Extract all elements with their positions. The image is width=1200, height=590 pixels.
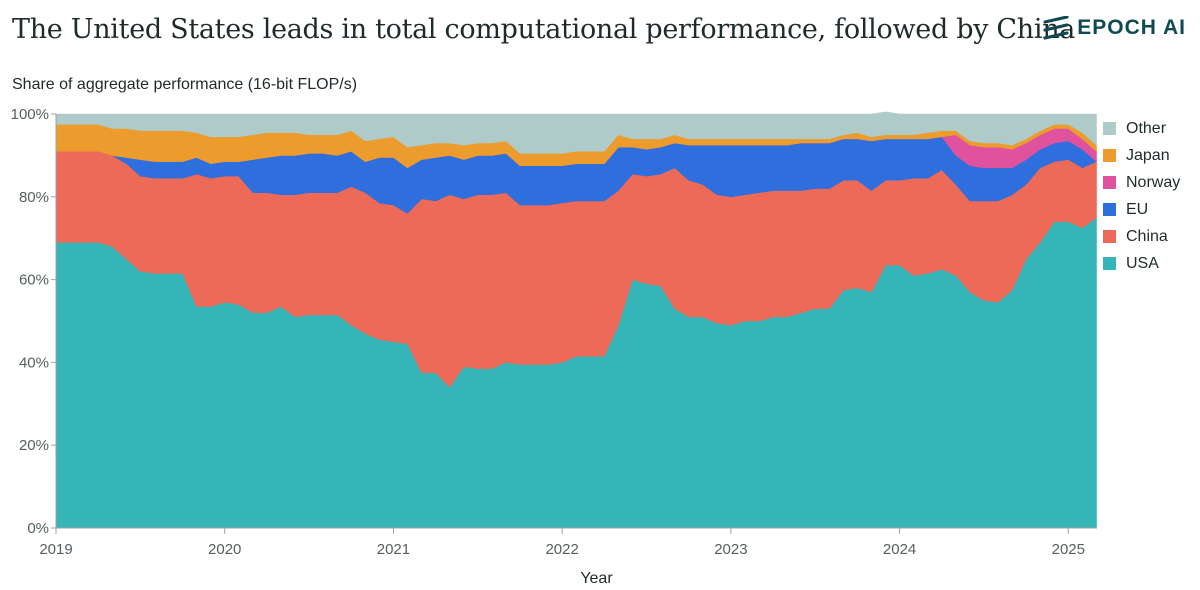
x-axis-title: Year <box>580 570 613 587</box>
area-other <box>55 111 1097 154</box>
x-tick-label: 2023 <box>714 541 747 558</box>
x-tick-label: 2020 <box>208 541 241 558</box>
legend-item-eu: EU <box>1103 196 1180 223</box>
legend-swatch-japan <box>1103 149 1116 162</box>
legend-swatch-norway <box>1103 176 1116 189</box>
legend-label-china: China <box>1126 227 1168 245</box>
x-tick-label: 2022 <box>545 541 578 558</box>
legend-swatch-china <box>1103 230 1116 243</box>
y-tick-label: 60% <box>19 272 49 289</box>
legend-swatch-eu <box>1103 203 1116 216</box>
y-tick-label: 100% <box>11 106 49 123</box>
x-tick-label: 2021 <box>377 541 410 558</box>
legend-label-other: Other <box>1126 119 1167 137</box>
epoch-logo-icon <box>1043 16 1069 40</box>
brand-name: EPOCH AI <box>1077 16 1186 39</box>
legend-item-usa: USA <box>1103 250 1180 277</box>
area-layers <box>55 111 1098 529</box>
legend-label-eu: EU <box>1126 200 1149 218</box>
legend-item-norway: Norway <box>1103 169 1180 196</box>
y-axis-label: Share of aggregate performance (16-bit F… <box>12 76 358 93</box>
x-tick-label: 2019 <box>39 541 72 558</box>
x-tick-label: 2024 <box>883 541 916 558</box>
legend-swatch-other <box>1103 122 1116 135</box>
epoch-ai-logo: EPOCH AI <box>1043 16 1186 40</box>
y-tick-label: 20% <box>19 437 49 454</box>
y-tick-label: 40% <box>19 354 49 371</box>
chart-title: The United States leads in total computa… <box>12 14 1076 45</box>
legend: Other Japan Norway EU China USA <box>1103 115 1180 277</box>
legend-label-japan: Japan <box>1126 146 1170 164</box>
y-tick-label: 0% <box>27 520 49 537</box>
x-tick-label: 2025 <box>1052 541 1085 558</box>
axes: 0% 20% 40% 60% 80% 100% 2019 2020 2021 2022 2023 20… <box>11 106 1097 587</box>
legend-item-china: China <box>1103 223 1180 250</box>
legend-item-other: Other <box>1103 115 1180 142</box>
legend-item-japan: Japan <box>1103 142 1180 169</box>
legend-swatch-usa <box>1103 257 1116 270</box>
legend-label-usa: USA <box>1126 254 1159 272</box>
legend-label-norway: Norway <box>1126 173 1181 191</box>
y-tick-label: 80% <box>19 189 49 206</box>
